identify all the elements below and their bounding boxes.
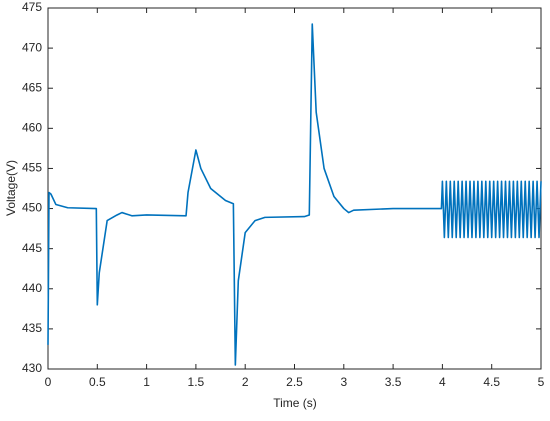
x-axis-label: Time (s) <box>273 396 317 410</box>
y-tick-label: 460 <box>22 121 42 135</box>
y-tick-label: 455 <box>22 161 42 175</box>
x-tick-label: 1 <box>143 375 150 389</box>
data-line <box>47 23 542 366</box>
y-tick-label: 435 <box>22 321 42 335</box>
x-tick-label: 0 <box>45 375 52 389</box>
y-tick-label: 430 <box>22 361 42 375</box>
x-tick-label: 4.5 <box>483 375 500 389</box>
y-tick-label: 440 <box>22 281 42 295</box>
y-tick-label: 450 <box>22 201 42 215</box>
y-tick-label: 475 <box>22 0 42 14</box>
y-tick-label: 445 <box>22 241 42 255</box>
y-tick-label: 465 <box>22 80 42 94</box>
x-tick-label: 0.5 <box>89 375 106 389</box>
y-axis-label: Voltage(V) <box>4 160 18 216</box>
x-tick-label: 5 <box>538 375 545 389</box>
x-tick-label: 4 <box>439 375 446 389</box>
x-tick-label: 2 <box>242 375 249 389</box>
x-tick-label: 2.5 <box>286 375 303 389</box>
y-tick-label: 470 <box>22 40 42 54</box>
x-tick-label: 1.5 <box>188 375 205 389</box>
x-tick-label: 3 <box>340 375 347 389</box>
x-tick-label: 3.5 <box>385 375 402 389</box>
